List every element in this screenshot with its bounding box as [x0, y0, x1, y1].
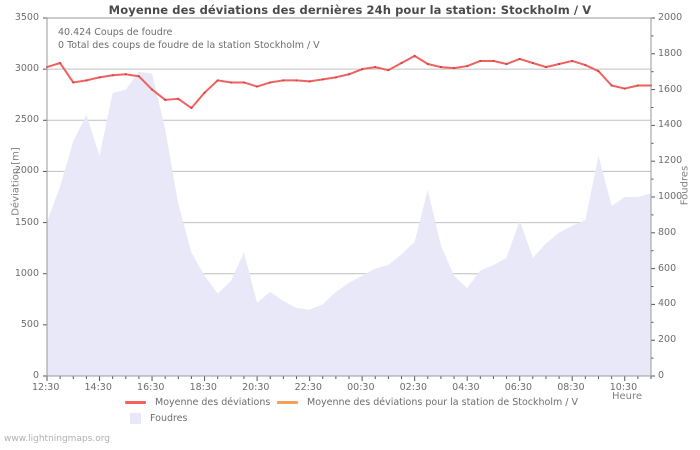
y-tick-right-1400: 1400	[658, 119, 683, 131]
x-tick-0630: 06:30	[504, 382, 533, 393]
x-tick-0030: 00:30	[347, 382, 375, 393]
y-tick-left-3000: 3000	[14, 63, 39, 75]
x-tick-1830: 18:30	[189, 382, 217, 393]
y-tick-right-400: 400	[658, 298, 677, 310]
legend-item-station[interactable]: Moyenne des déviations pour la station d…	[277, 397, 578, 408]
legend-label-station: Moyenne des déviations pour la station d…	[307, 397, 578, 408]
y-tick-left-500: 500	[20, 318, 39, 330]
x-tick-2230: 22:30	[294, 382, 322, 393]
y-tick-right-1600: 1600	[658, 83, 683, 95]
y-tick-left-2500: 2500	[14, 114, 39, 126]
annotation-strike-count: 40.424 Coups de foudre	[58, 27, 173, 38]
chart-legend: Moyenne des déviations Moyenne des dévia…	[0, 396, 700, 432]
x-tick-0830: 08:30	[557, 382, 585, 393]
y-tick-right-600: 600	[658, 262, 677, 274]
y-tick-right-1000: 1000	[658, 191, 683, 202]
y-tick-right-200: 200	[658, 334, 677, 346]
x-tick-1430: 14:30	[84, 382, 112, 393]
legend-item-foudres[interactable]: Foudres	[125, 413, 187, 424]
chart-title: Moyenne des déviations des dernières 24h…	[108, 3, 592, 17]
y-tick-right-0: 0	[658, 370, 665, 381]
y-tick-right-1200: 1200	[658, 155, 683, 167]
y-tick-right-2000: 2000	[658, 12, 683, 23]
legend-swatch-line-red	[125, 401, 146, 404]
y-tick-left-0: 0	[32, 370, 39, 381]
x-axis-label: Heure	[612, 391, 643, 402]
y-tick-left-2000: 2000	[14, 165, 39, 177]
x-tick-1230: 12:30	[32, 382, 60, 393]
legend-swatch-area-lavender	[130, 413, 141, 424]
annotation-station-total: 0 Total des coups de foudre de la statio…	[58, 40, 320, 51]
y-tick-left-1000: 1000	[14, 267, 39, 279]
x-tick-0430: 04:30	[452, 382, 480, 393]
x-tick-2030: 20:30	[242, 382, 270, 393]
y-tick-left-1500: 1500	[14, 216, 39, 228]
legend-item-moyenne[interactable]: Moyenne des déviations	[125, 397, 270, 408]
legend-label-foudres: Foudres	[150, 413, 188, 424]
x-tick-0230: 02:30	[399, 382, 428, 393]
legend-label-moyenne: Moyenne des déviations	[155, 397, 271, 408]
watermark-text: www.lightningmaps.org	[4, 434, 110, 444]
y-tick-right-1800: 1800	[658, 47, 683, 59]
x-tick-1030: 10:30	[609, 382, 638, 393]
legend-swatch-line-orange	[277, 401, 298, 404]
x-tick-1630: 16:30	[137, 382, 165, 393]
plot-frame	[46, 17, 652, 377]
foudres-area	[47, 71, 651, 376]
y-tick-left-3500: 3500	[14, 12, 39, 23]
y-tick-right-800: 800	[658, 226, 677, 238]
